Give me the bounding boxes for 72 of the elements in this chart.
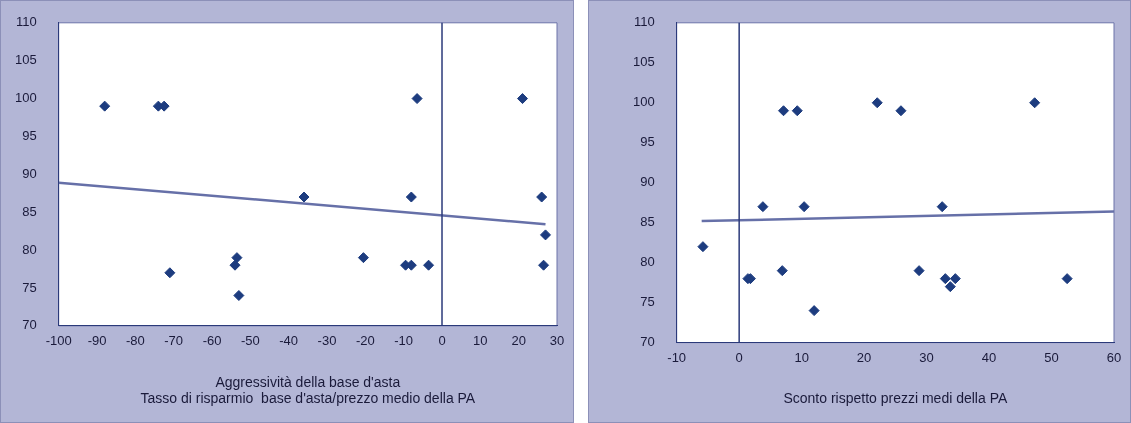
point <box>871 97 883 109</box>
point <box>1029 97 1041 109</box>
x-tick-label: -90 <box>87 333 107 349</box>
x-tick-label: 10 <box>794 349 809 365</box>
x-axis-title: Sconto rispetto prezzi medi della PA <box>783 390 1008 407</box>
x-tick-label: -30 <box>317 333 337 349</box>
point <box>939 273 951 285</box>
point <box>298 191 310 203</box>
x-tick-label: 50 <box>1044 349 1059 365</box>
y-tick-label: 70 <box>640 334 655 350</box>
point <box>936 201 948 213</box>
y-tick-label: 100 <box>14 90 37 106</box>
point <box>697 241 709 253</box>
point <box>895 105 907 117</box>
y-tick-label: 90 <box>640 174 655 190</box>
point <box>536 191 548 203</box>
x-tick-label: 30 <box>549 333 565 349</box>
point <box>757 201 769 213</box>
point <box>411 93 423 105</box>
x-tick-label: 0 <box>438 333 446 349</box>
point <box>913 265 925 277</box>
point <box>233 290 245 301</box>
point <box>949 273 961 285</box>
x-tick-label: -80 <box>125 333 145 349</box>
y-tick-label: 70 <box>22 317 37 333</box>
point <box>778 105 790 117</box>
y-tick-label: 95 <box>640 134 655 150</box>
point <box>798 201 810 213</box>
x-tick-label: 40 <box>981 349 997 365</box>
y-tick-label: 85 <box>640 214 655 230</box>
x-tick-label: 0 <box>735 349 743 365</box>
x-tick-label: 60 <box>1106 349 1122 365</box>
y-tick-label: 105 <box>14 52 37 68</box>
y-tick-label: 90 <box>22 165 37 181</box>
point <box>540 229 551 241</box>
point <box>776 265 788 277</box>
x-tick-label: -40 <box>279 333 299 349</box>
point <box>405 191 417 203</box>
x-tick-label: 20 <box>511 333 526 349</box>
point <box>791 105 803 117</box>
y-tick-label: 80 <box>640 254 655 270</box>
point <box>944 281 956 293</box>
x-tick-label: 20 <box>856 349 872 365</box>
y-tick-label: 110 <box>633 14 655 30</box>
y-tick-label: 100 <box>632 94 655 110</box>
point <box>423 259 435 271</box>
x-tick-label: -100 <box>45 333 72 349</box>
x-tick-label: -20 <box>355 333 375 349</box>
point <box>1061 273 1073 285</box>
point <box>517 93 528 105</box>
point <box>99 100 111 112</box>
x-tick-label: 10 <box>473 333 488 349</box>
point <box>164 267 176 279</box>
point <box>808 305 820 317</box>
y-tick-label: 110 <box>15 14 37 30</box>
y-tick-label: 75 <box>640 294 655 310</box>
x-tick-label: -50 <box>240 333 260 349</box>
x-tick-label: -70 <box>164 333 184 349</box>
y-tick-label: 75 <box>22 279 37 295</box>
y-tick-label: 105 <box>632 54 655 70</box>
x-tick-label: -10 <box>394 333 414 349</box>
point <box>231 252 243 264</box>
y-tick-label: 95 <box>22 128 37 143</box>
y-tick-label: 80 <box>22 241 37 257</box>
point <box>538 259 550 271</box>
x-tick-label: -60 <box>202 333 222 349</box>
y-tick-label: 85 <box>22 203 37 219</box>
point <box>357 252 369 264</box>
point <box>229 259 241 271</box>
x-tick-label: 30 <box>919 349 934 365</box>
x-axis-title: Aggressività della base d'asta Tasso di risparmio base d'asta/prezzo medio della PA <box>140 373 476 407</box>
x-tick-label: -10 <box>667 349 687 365</box>
